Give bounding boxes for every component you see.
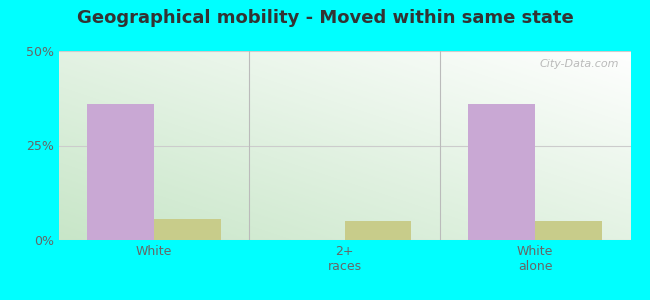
Bar [344,221,411,240]
Text: Geographical mobility - Moved within same state: Geographical mobility - Moved within sam… [77,9,573,27]
Bar [469,104,535,240]
Bar [154,219,220,240]
Bar [87,104,154,240]
Text: City-Data.com: City-Data.com [540,58,619,69]
Bar [535,221,602,240]
